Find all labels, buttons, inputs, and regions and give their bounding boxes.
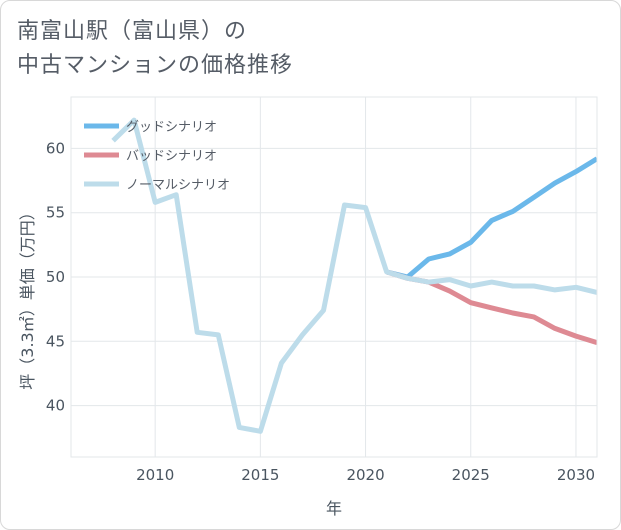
x-axis-title: 年 — [326, 499, 342, 518]
chart-title-line1: 南富山駅（富山県）の — [17, 19, 248, 44]
grid-lines — [71, 97, 597, 457]
chart-title-line2: 中古マンションの価格推移 — [17, 53, 294, 78]
x-tick-label: 2015 — [241, 466, 279, 484]
y-tick-label: 55 — [46, 204, 65, 222]
series-line-3 — [111, 117, 597, 434]
x-tick-label: 2030 — [557, 466, 595, 484]
x-tick-label: 2010 — [136, 466, 174, 484]
y-tick-label: 40 — [46, 397, 65, 415]
series-lines — [111, 117, 597, 434]
legend-label-1: グッドシナリオ — [126, 120, 217, 135]
x-tick-label: 2020 — [346, 466, 384, 484]
legend-label-3: ノーマルシナリオ — [126, 178, 230, 193]
y-tick-label: 50 — [46, 268, 65, 286]
x-tick-label: 2025 — [452, 466, 490, 484]
tick-labels: 2010 2015 2020 2025 2030 40 45 50 55 60 — [46, 139, 595, 484]
chart-title: 南富山駅（富山県）の 中古マンションの価格推移 — [17, 15, 293, 83]
legend-label-2: バッドシナリオ — [126, 149, 217, 164]
plot-frame — [70, 96, 598, 458]
series-line-1 — [386, 156, 597, 280]
y-tick-label: 60 — [46, 139, 65, 157]
plot-border — [70, 96, 598, 458]
y-axis-title: 坪（3.3㎡）単価（万円） — [18, 204, 37, 389]
y-tick-label: 45 — [46, 332, 65, 350]
